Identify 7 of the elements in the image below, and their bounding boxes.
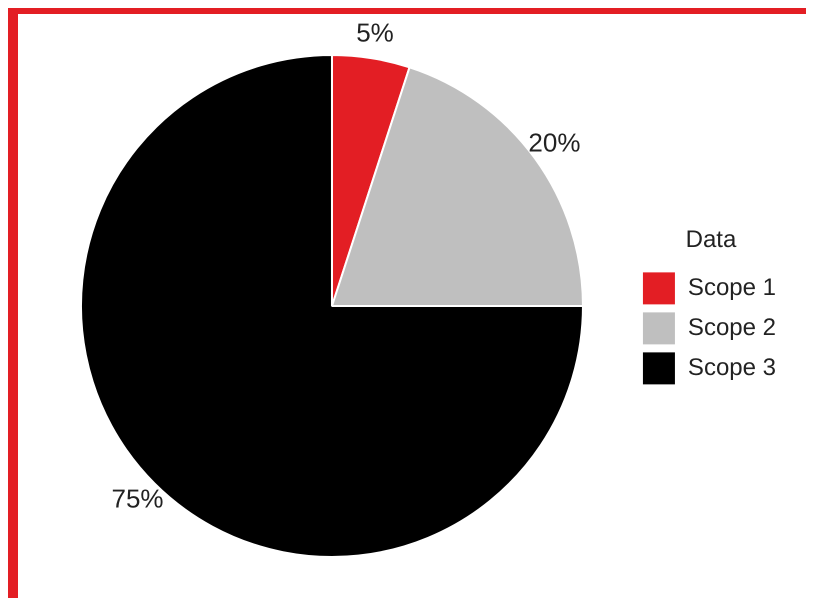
data-label: 75% xyxy=(111,484,164,514)
legend-label: Scope 3 xyxy=(688,354,776,382)
data-label: 20% xyxy=(528,128,580,158)
legend-label: Scope 2 xyxy=(688,314,776,342)
data-label: 5% xyxy=(356,18,394,48)
legend-title: Data xyxy=(686,226,737,254)
legend-label: Scope 1 xyxy=(688,274,776,302)
